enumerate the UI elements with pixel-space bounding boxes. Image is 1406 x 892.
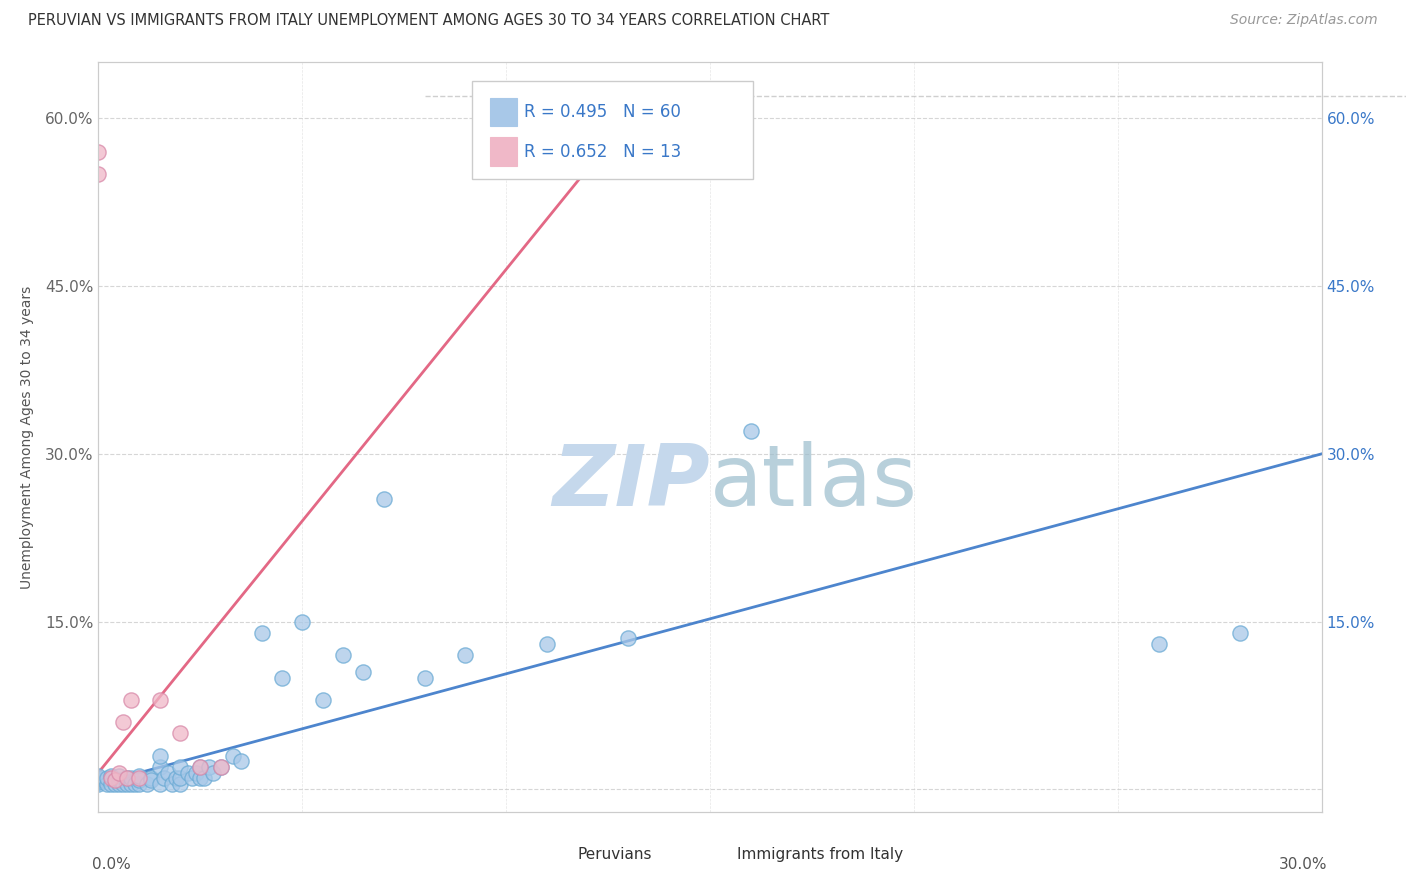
Point bbox=[188, 760, 212, 774]
Text: R = 0.495   N = 60: R = 0.495 N = 60 bbox=[524, 103, 681, 121]
Point bbox=[120, 771, 142, 785]
Point bbox=[136, 777, 159, 791]
Point bbox=[536, 637, 558, 651]
Point bbox=[193, 771, 215, 785]
Point bbox=[120, 693, 142, 707]
Point bbox=[115, 771, 138, 785]
Point bbox=[111, 777, 134, 791]
Point bbox=[181, 771, 204, 785]
Text: ZIP: ZIP bbox=[553, 441, 710, 524]
Text: Source: ZipAtlas.com: Source: ZipAtlas.com bbox=[1230, 13, 1378, 28]
Point bbox=[149, 777, 172, 791]
Point bbox=[209, 760, 232, 774]
Bar bbox=[710, 843, 730, 865]
Point bbox=[152, 771, 174, 785]
Text: Immigrants from Italy: Immigrants from Italy bbox=[737, 847, 903, 862]
Point bbox=[169, 760, 191, 774]
Text: Peruvians: Peruvians bbox=[578, 847, 652, 862]
Point bbox=[87, 771, 110, 785]
Text: 0.0%: 0.0% bbox=[93, 856, 131, 871]
Point bbox=[149, 760, 172, 774]
Point bbox=[108, 773, 131, 788]
Point bbox=[188, 760, 212, 774]
Point bbox=[231, 755, 253, 769]
Point bbox=[128, 777, 150, 791]
Point bbox=[128, 773, 150, 788]
Point bbox=[87, 769, 110, 783]
Text: atlas: atlas bbox=[710, 441, 918, 524]
Point bbox=[454, 648, 477, 662]
Point bbox=[413, 671, 436, 685]
Point bbox=[87, 774, 110, 789]
Point bbox=[128, 771, 150, 785]
Bar bbox=[489, 97, 517, 126]
Point bbox=[617, 632, 640, 646]
Point bbox=[104, 773, 127, 788]
Point bbox=[141, 771, 163, 785]
Point bbox=[222, 748, 245, 763]
Point bbox=[149, 748, 172, 763]
Point bbox=[197, 760, 219, 774]
Point bbox=[332, 648, 354, 662]
Point bbox=[188, 771, 212, 785]
Point bbox=[115, 771, 138, 785]
Point bbox=[169, 771, 191, 785]
Point bbox=[141, 773, 163, 788]
Bar bbox=[489, 137, 517, 166]
Text: 30.0%: 30.0% bbox=[1279, 856, 1327, 871]
Point bbox=[312, 693, 335, 707]
Point bbox=[96, 771, 118, 785]
Point bbox=[87, 773, 110, 788]
Point bbox=[1147, 637, 1170, 651]
Point bbox=[87, 777, 110, 791]
Point bbox=[108, 777, 131, 791]
Point bbox=[108, 769, 131, 783]
Point bbox=[177, 765, 200, 780]
Y-axis label: Unemployment Among Ages 30 to 34 years: Unemployment Among Ages 30 to 34 years bbox=[20, 285, 34, 589]
Point bbox=[120, 777, 142, 791]
Point bbox=[115, 777, 138, 791]
Point bbox=[169, 726, 191, 740]
Point bbox=[156, 765, 179, 780]
Text: R = 0.652   N = 13: R = 0.652 N = 13 bbox=[524, 143, 682, 161]
Point bbox=[100, 777, 122, 791]
Bar bbox=[551, 843, 571, 865]
Point bbox=[1229, 625, 1251, 640]
Point bbox=[96, 777, 118, 791]
Point bbox=[87, 167, 110, 181]
Point bbox=[149, 693, 172, 707]
Point bbox=[186, 765, 208, 780]
Point bbox=[104, 777, 127, 791]
Point bbox=[373, 491, 395, 506]
Point bbox=[87, 145, 110, 159]
Point bbox=[124, 777, 146, 791]
FancyBboxPatch shape bbox=[471, 81, 752, 178]
Point bbox=[100, 769, 122, 783]
Point bbox=[165, 771, 187, 785]
Text: PERUVIAN VS IMMIGRANTS FROM ITALY UNEMPLOYMENT AMONG AGES 30 TO 34 YEARS CORRELA: PERUVIAN VS IMMIGRANTS FROM ITALY UNEMPL… bbox=[28, 13, 830, 29]
Point bbox=[740, 425, 762, 439]
Point bbox=[209, 760, 232, 774]
Point bbox=[100, 771, 122, 785]
Point bbox=[108, 765, 131, 780]
Point bbox=[352, 665, 374, 679]
Point bbox=[270, 671, 294, 685]
Point bbox=[201, 765, 224, 780]
Point bbox=[111, 715, 134, 730]
Point bbox=[250, 625, 273, 640]
Point bbox=[128, 769, 150, 783]
Point bbox=[291, 615, 314, 629]
Point bbox=[160, 777, 183, 791]
Point bbox=[169, 777, 191, 791]
